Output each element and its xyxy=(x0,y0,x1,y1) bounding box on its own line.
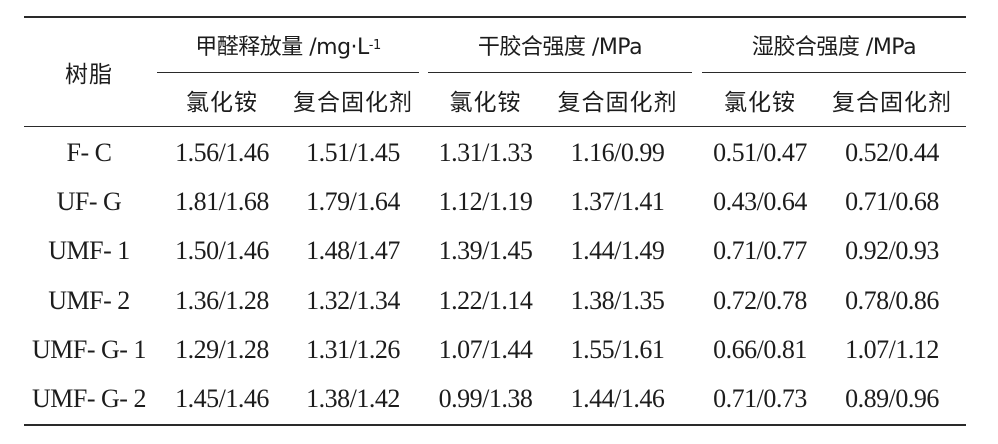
group-header-formaldehyde-text: 甲醛释放量 /mg·L xyxy=(195,35,369,60)
table-cell: 1.51/1.45 xyxy=(306,137,400,167)
table-cell: 1.50/1.46 xyxy=(175,236,269,266)
table-cell: 1.38/1.42 xyxy=(306,384,400,414)
row-header-resin: 树脂 xyxy=(65,62,113,88)
table-cell: 0.66/0.81 xyxy=(713,334,807,364)
table-cell: 1.29/1.28 xyxy=(175,334,269,364)
group-header-wet-strength: 湿胶合强度 /MPa xyxy=(751,35,917,60)
table-cell: 1.22/1.14 xyxy=(438,285,533,315)
table-cell: 0.72/0.78 xyxy=(713,285,807,315)
table-cell: 1.07/1.44 xyxy=(438,334,533,364)
row-name: UF- G xyxy=(56,186,122,216)
table-cell: 1.07/1.12 xyxy=(845,334,939,364)
top-rule xyxy=(24,16,966,18)
table-cell: 0.51/0.47 xyxy=(713,137,807,167)
subheader-composite-curing-agent-1: 复合固化剂 xyxy=(293,90,413,116)
header-rule xyxy=(24,126,966,127)
table-cell: 1.79/1.64 xyxy=(306,186,400,216)
bottom-rule xyxy=(24,424,966,426)
table-cell: 1.32/1.34 xyxy=(306,285,400,315)
table-cell: 0.52/0.44 xyxy=(845,137,939,167)
table-cell: 1.48/1.47 xyxy=(306,236,400,266)
row-name: UMF- G- 1 xyxy=(32,334,146,364)
table-cell: 0.99/1.38 xyxy=(438,384,533,414)
table-cell: 1.39/1.45 xyxy=(438,236,533,266)
table-cell: 0.71/0.68 xyxy=(845,186,939,216)
row-name: F- C xyxy=(66,137,112,167)
table-cell: 1.44/1.46 xyxy=(570,384,665,414)
group-rule-formaldehyde xyxy=(157,72,419,73)
table-cell: 1.55/1.61 xyxy=(570,334,665,364)
subheader-composite-curing-agent-2: 复合固化剂 xyxy=(557,90,678,116)
subheader-composite-curing-agent-3: 复合固化剂 xyxy=(832,90,952,116)
group-rule-wet-strength xyxy=(702,72,966,73)
subheader-ammonium-chloride-3: 氯化铵 xyxy=(724,90,796,116)
table-cell: 0.92/0.93 xyxy=(845,236,939,266)
table-cell: 1.56/1.46 xyxy=(175,137,269,167)
group-header-dry-strength: 干胶合强度 /MPa xyxy=(477,35,643,60)
table-cell: 1.38/1.35 xyxy=(570,285,665,315)
group-header-formaldehyde-sup: -1 xyxy=(368,37,381,53)
table-cell: 1.81/1.68 xyxy=(175,186,269,216)
table-cell: 1.31/1.26 xyxy=(306,334,400,364)
table-cell: 1.44/1.49 xyxy=(570,236,665,266)
group-header-formaldehyde: 甲醛释放量 /mg·L -1 xyxy=(157,22,419,68)
table-cell: 1.37/1.41 xyxy=(570,186,665,216)
table-cell: 0.43/0.64 xyxy=(713,186,807,216)
row-name: UMF- 1 xyxy=(48,236,130,266)
group-rule-dry-strength xyxy=(428,72,692,73)
table-cell: 0.71/0.77 xyxy=(713,236,807,266)
table-cell: 0.71/0.73 xyxy=(713,384,807,414)
table-cell: 0.78/0.86 xyxy=(845,285,939,315)
table-cell: 1.45/1.46 xyxy=(175,384,269,414)
table-cell: 1.16/0.99 xyxy=(570,137,665,167)
table-cell: 0.89/0.96 xyxy=(845,384,939,414)
row-name: UMF- 2 xyxy=(48,285,130,315)
table-cell: 1.36/1.28 xyxy=(175,285,269,315)
table-cell: 1.12/1.19 xyxy=(438,186,533,216)
subheader-ammonium-chloride-2: 氯化铵 xyxy=(449,90,522,116)
row-name: UMF- G- 2 xyxy=(32,384,146,414)
table-cell: 1.31/1.33 xyxy=(438,137,533,167)
subheader-ammonium-chloride-1: 氯化铵 xyxy=(186,90,258,116)
